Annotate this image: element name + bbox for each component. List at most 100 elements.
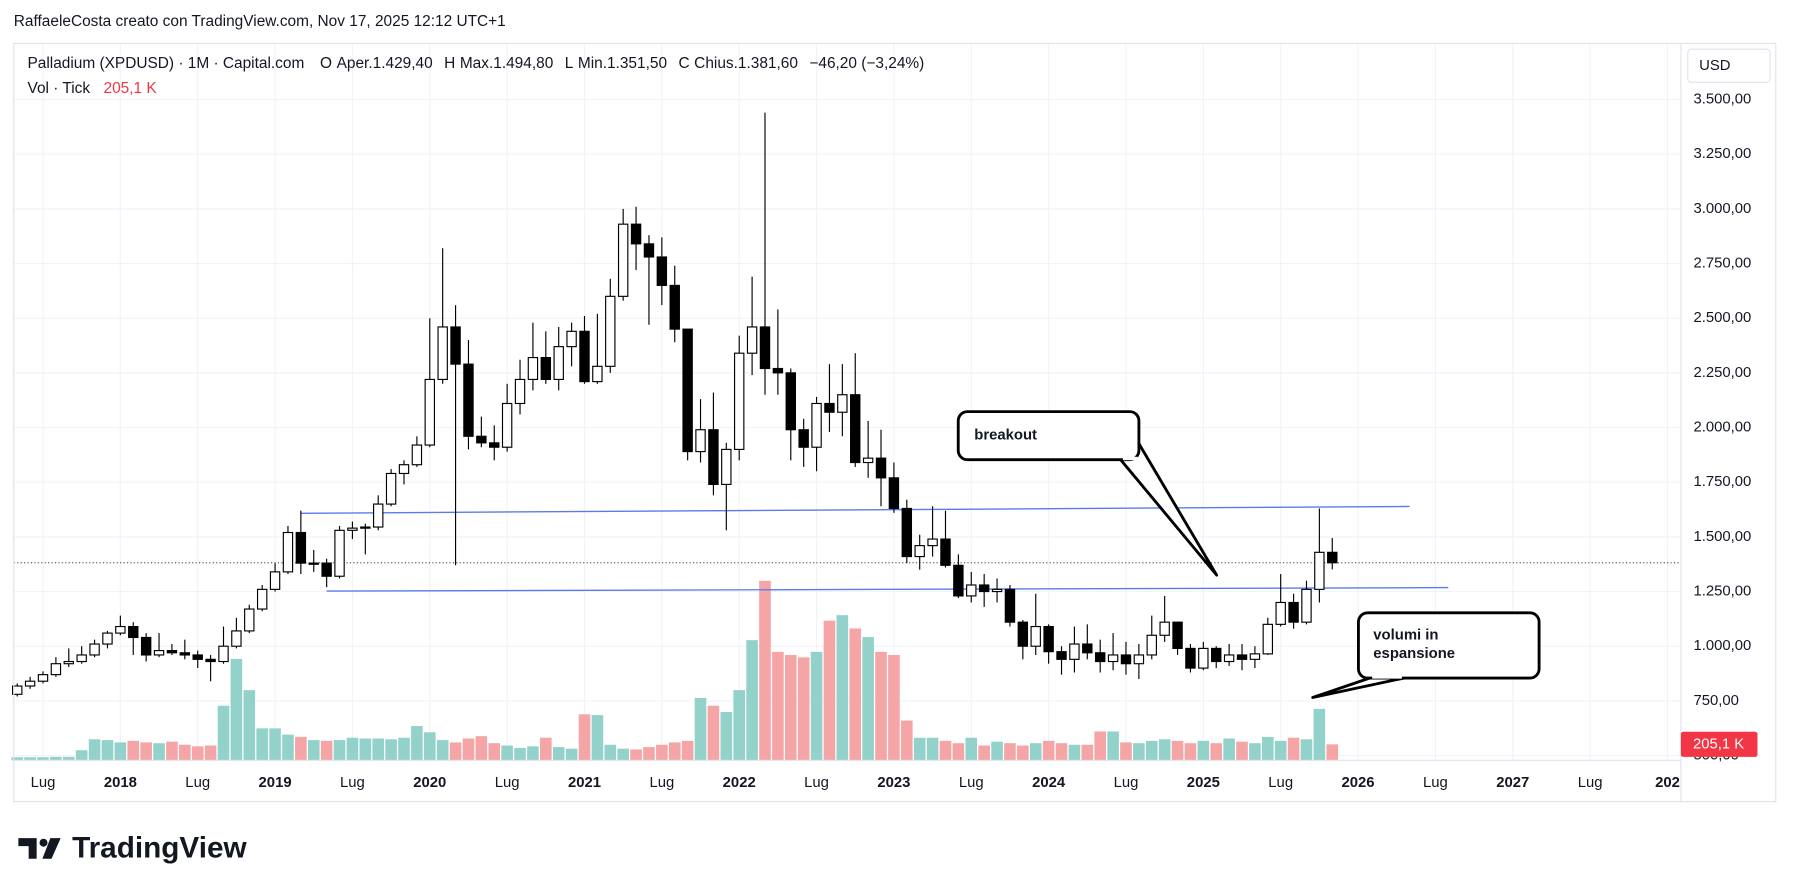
candle-body <box>1301 588 1312 623</box>
candle-body <box>978 584 990 593</box>
candle-body <box>1288 601 1299 623</box>
candle-body <box>153 650 165 656</box>
volume-bar <box>346 737 359 761</box>
status-item: O <box>320 55 332 72</box>
x-tick-label: Lug <box>1578 775 1603 791</box>
axis-layer: USD 500,00750,001.000,001.250,001.500,00… <box>13 42 1777 803</box>
y-tick-label: 3.250,00 <box>1693 146 1751 162</box>
candle-body <box>592 365 603 383</box>
volume-bar <box>1184 743 1197 761</box>
volume-bar <box>140 742 152 761</box>
volume-bar <box>836 615 849 761</box>
candle-body <box>1107 654 1119 663</box>
candle-body <box>24 680 36 687</box>
header-layer: RaffaeleCosta creato con TradingView.com… <box>14 13 924 97</box>
callout-box[interactable] <box>1357 611 1541 680</box>
volume-bar <box>514 747 526 761</box>
candle-body <box>785 372 796 431</box>
candle-body <box>102 632 113 645</box>
volume-bar <box>217 705 230 761</box>
volume-bar <box>746 640 758 761</box>
candle-body <box>1185 647 1196 669</box>
candle-body <box>837 394 848 413</box>
volume-bar <box>204 745 217 761</box>
volume-bar <box>282 734 294 761</box>
volume-bar <box>578 714 591 761</box>
volume-bar <box>1081 744 1094 761</box>
volume-bar <box>810 651 823 761</box>
x-tick-label: 2023 <box>877 775 910 791</box>
x-tick-label: 2019 <box>259 775 292 791</box>
volume-bar <box>668 742 681 761</box>
volume-bar <box>913 737 926 761</box>
candle-body <box>179 652 191 656</box>
candle-body <box>334 529 345 577</box>
candle-body <box>1211 647 1222 663</box>
x-tick-label: Lug <box>1423 775 1448 791</box>
x-tick-label: 2026 <box>1342 775 1375 791</box>
volume-bar <box>230 658 243 761</box>
volume-bar <box>617 748 629 761</box>
volume-bar <box>694 697 707 761</box>
candle-body <box>166 650 178 654</box>
volume-bar <box>1094 731 1106 761</box>
volume-bar <box>307 740 320 761</box>
candle-body <box>1094 652 1106 663</box>
candle-body <box>1159 621 1170 636</box>
volume-bar <box>1107 731 1119 761</box>
annotation-text: espansione <box>1373 646 1455 662</box>
volume-bar <box>1171 740 1184 761</box>
x-tick-label: 2027 <box>1496 775 1529 791</box>
candle-body <box>1236 654 1248 660</box>
volume-bar <box>24 757 36 761</box>
status-item: L <box>565 55 574 72</box>
volume-bar <box>62 756 75 761</box>
grid-layer <box>13 43 1681 761</box>
symbol-title[interactable]: Palladium (XPDUSD) · 1M · Capital.com <box>28 55 305 72</box>
volume-bar <box>733 690 746 761</box>
currency-box[interactable] <box>1687 48 1771 83</box>
candle-body <box>772 367 784 374</box>
volume-bar <box>269 728 281 761</box>
status-item: C <box>678 55 689 72</box>
candle-body <box>450 326 461 365</box>
volume-bar <box>1261 736 1274 761</box>
candle-body <box>721 448 732 485</box>
annotation-text: breakout <box>974 428 1037 444</box>
logo-mark <box>18 838 37 859</box>
candle-body <box>708 429 719 485</box>
candle-body <box>63 660 75 665</box>
volume-bar <box>759 580 771 761</box>
currency-label: USD <box>1699 58 1731 74</box>
volume-bar <box>1197 740 1210 761</box>
volume-bar <box>1158 739 1171 761</box>
volume-value: 205,1 K <box>104 80 158 97</box>
annotation-text: volumi in <box>1373 628 1438 644</box>
candle-body <box>1056 651 1067 660</box>
volume-bar <box>359 738 372 761</box>
status-item: Chius.1.381,60 <box>694 55 798 72</box>
candle-body <box>901 507 913 558</box>
candle-body <box>1133 654 1145 665</box>
volume-bar <box>1145 740 1158 761</box>
volume-bar <box>849 628 862 761</box>
volume-bar <box>1055 743 1068 761</box>
candle-body <box>1249 653 1261 660</box>
volume-bar <box>1133 743 1145 761</box>
candle-body <box>927 538 938 547</box>
candle-body <box>643 243 655 258</box>
candle-body <box>862 457 874 464</box>
volume-bar <box>1017 745 1029 761</box>
candle-body <box>372 503 384 528</box>
volume-bar <box>720 711 733 761</box>
volume-bar <box>952 743 965 761</box>
callout-box[interactable] <box>956 410 1141 462</box>
volume-bar <box>656 744 668 761</box>
volume-bar <box>127 740 140 761</box>
candle-body <box>514 378 526 405</box>
volume-bar <box>436 740 449 761</box>
candle-body <box>463 363 474 437</box>
callout-pointer <box>1119 442 1219 577</box>
candle-body <box>605 295 616 367</box>
volume-bar <box>991 741 1003 761</box>
